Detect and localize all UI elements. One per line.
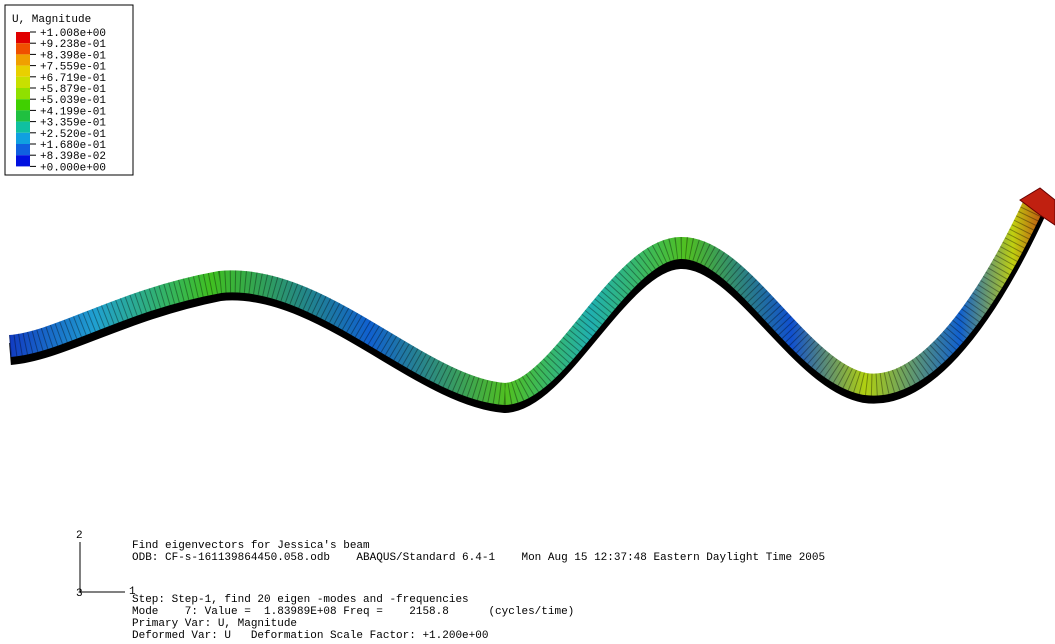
legend-label: +1.008e+00 (40, 28, 106, 40)
info-line: Step: Step-1, find 20 eigen -modes and -… (132, 594, 469, 606)
legend-swatch (16, 54, 30, 66)
legend-swatch (16, 132, 30, 144)
legend-label: +7.559e-01 (40, 62, 106, 74)
legend-swatch (16, 43, 30, 55)
info-line: Find eigenvectors for Jessica's beam (132, 540, 370, 552)
legend-label: +5.879e-01 (40, 84, 106, 96)
legend-label: +6.719e-01 (40, 73, 106, 85)
triad-label: 1 (129, 586, 136, 598)
legend-swatch (16, 32, 30, 44)
beam (8, 197, 1045, 406)
triad-label: 2 (76, 530, 83, 542)
legend-swatch (16, 110, 30, 122)
legend-label: +8.398e-02 (40, 151, 106, 163)
legend-label: +8.398e-01 (40, 50, 106, 62)
legend: +1.008e+00+9.238e-01+8.398e-01+7.559e-01… (16, 28, 106, 174)
legend-label: +5.039e-01 (40, 95, 106, 107)
legend-swatch (16, 144, 30, 156)
info-line: ODB: CF-s-161139864450.058.odb ABAQUS/St… (132, 552, 825, 564)
legend-title: U, Magnitude (12, 14, 91, 26)
legend-label: +2.520e-01 (40, 129, 106, 141)
info-text: Find eigenvectors for Jessica's beamODB:… (132, 540, 825, 642)
triad-label: 3 (76, 588, 83, 600)
legend-label: +4.199e-01 (40, 106, 106, 118)
legend-label: +1.680e-01 (40, 140, 106, 152)
info-line: Deformed Var: U Deformation Scale Factor… (132, 630, 488, 642)
legend-swatch (16, 121, 30, 133)
legend-label: +3.359e-01 (40, 118, 106, 130)
legend-swatch (16, 65, 30, 77)
info-line: Primary Var: U, Magnitude (132, 618, 297, 630)
legend-swatch (16, 88, 30, 100)
legend-label: +0.000e+00 (40, 162, 106, 174)
legend-swatch (16, 99, 30, 111)
legend-label: +9.238e-01 (40, 39, 106, 51)
info-line: Mode 7: Value = 1.83989E+08 Freq = 2158.… (132, 606, 574, 618)
legend-swatch (16, 76, 30, 88)
beam-end (1019, 187, 1055, 226)
legend-swatch (16, 155, 30, 167)
